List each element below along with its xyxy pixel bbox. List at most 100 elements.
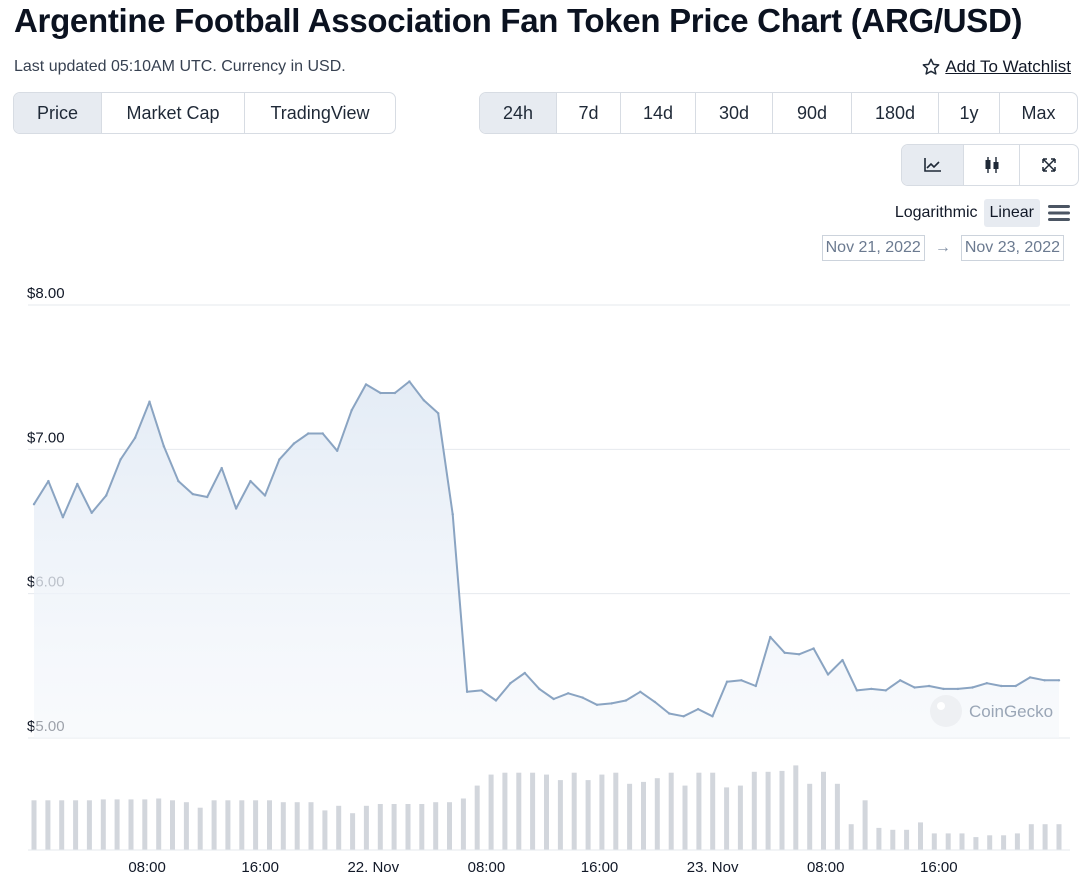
volume-bar [987,835,993,850]
date-to-input[interactable]: Nov 23, 2022 [960,235,1064,261]
x-tick-label: 16:00 [581,859,619,876]
price-point [581,696,584,699]
price-point [364,383,368,386]
volume-bar [627,783,633,850]
price-point [307,432,310,435]
range-max-button[interactable]: Max [1021,102,1056,123]
volume-bar [142,799,148,850]
price-point [754,684,757,688]
volume-bar [114,799,120,850]
price-point [422,399,425,402]
price-point [350,409,353,412]
volume-bar [751,771,757,850]
price-point [696,707,700,711]
y-tick-label: $8.00 [27,285,65,302]
volume-bar [973,837,979,850]
volume-bar [945,833,951,850]
volume-bar [322,810,328,850]
volume-bar [86,800,92,850]
last-updated-text: Last updated 05:10AM UTC. Currency in US… [14,58,346,75]
volume-bar [211,800,217,850]
price-point [119,458,122,461]
linear-option[interactable]: Linear [983,199,1040,227]
volume-bar [474,785,480,850]
range-90d-button[interactable]: 90d [773,93,852,133]
volume-bar [377,804,383,850]
volume-bar [931,833,937,850]
candlestick-button[interactable] [964,145,1020,185]
logarithmic-option[interactable]: Logarithmic [894,204,978,221]
date-range-picker: Nov 21, 2022 → Nov 23, 2022 [821,235,1064,261]
volume-bar [460,798,466,850]
chart-menu-button[interactable] [1048,204,1070,222]
line-chart-button[interactable] [902,145,964,185]
volume-bar [918,822,923,850]
price-point [812,647,815,650]
volume-bar [128,799,134,850]
x-tick-label: 23. Nov [687,859,739,876]
price-point [480,689,483,692]
star-icon [922,58,940,75]
expand-icon [1042,158,1056,172]
tab-price[interactable]: Price [14,93,102,133]
volume-bar [239,800,245,850]
x-tick-label: 08:00 [807,859,845,876]
volume-bar [807,783,813,850]
price-point [624,699,628,702]
volume-bar [585,780,591,850]
price-point [133,436,137,439]
tab-market-cap[interactable]: Market Cap [102,93,245,133]
volume-bar [544,774,549,850]
price-point [552,697,555,701]
price-point [234,507,238,510]
price-point [668,712,671,715]
price-point [841,658,844,662]
add-to-watchlist-button[interactable]: Add To Watchlist [921,57,1071,77]
range-7d-button[interactable]: 7d [557,93,621,133]
price-point [595,703,599,706]
price-point [1014,684,1017,688]
volume-bar [31,800,37,850]
price-point [263,494,267,497]
volume-bar [267,800,272,850]
volume-bar [1001,835,1007,850]
price-point [927,684,931,688]
volume-bar [447,802,452,850]
candlestick-icon [985,157,998,173]
price-point [740,679,743,682]
volume-bar [488,774,494,850]
volume-bar [696,772,702,850]
price-line [33,380,1059,718]
price-point [336,449,339,452]
y-tick-label: $7.00 [27,429,65,446]
volume-bar [890,829,896,850]
chart-view-tabs [901,144,1079,186]
hamburger-menu-icon [1048,205,1070,221]
x-tick-label: 22. Nov [347,859,399,876]
price-point [639,690,642,693]
fullscreen-button[interactable] [1020,145,1078,185]
range-30d-button[interactable]: 30d [696,93,773,133]
price-point [220,466,223,470]
price-point [567,692,570,695]
price-point [899,679,902,682]
range-24h-button[interactable]: 24h [480,93,557,133]
date-from-input[interactable]: Nov 21, 2022 [821,235,925,261]
range-1y-button[interactable]: 1y [939,93,1000,133]
volume-bar [253,800,259,850]
price-point [870,687,873,691]
volume-bar [765,771,771,850]
tab-tradingview[interactable]: TradingView [270,102,370,123]
price-point [105,494,108,497]
volume-bar [1042,824,1048,850]
watchlist-label: Add To Watchlist [945,57,1071,76]
range-14d-button[interactable]: 14d [621,93,696,133]
range-180d-button[interactable]: 180d [852,93,939,133]
price-point [956,687,960,691]
price-point [725,680,729,683]
price-point [148,400,151,403]
price-point [90,511,93,514]
price-chart[interactable]: $8.00$7.00$6.00$5.00 CoinGecko 08:0016:0… [0,280,1088,887]
volume-bar [779,770,785,850]
x-axis: 08:00 16:00 22. Nov 08:00 16:00 23. Nov 08:00 1… [128,859,957,876]
